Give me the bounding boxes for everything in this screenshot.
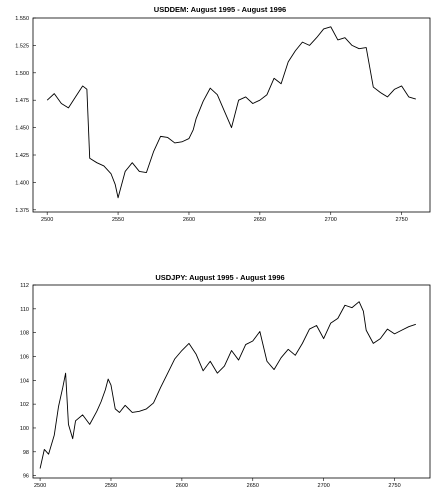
usdjpy-y-tick-label: 106 [20,354,29,360]
usdjpy-series [39,301,416,469]
usdjpy-x-tick-label: 2650 [247,483,259,489]
usddem-x-tick-label: 2700 [325,217,337,223]
usddem-x-axis: 2500 2550 2600 2650 2700 2750 [41,212,408,223]
usddem-y-tick-label: 1.425 [15,153,29,159]
usdjpy-x-tick-label: 2600 [176,483,188,489]
usdjpy-x-tick-label: 2550 [105,483,117,489]
usdjpy-y-tick-label: 98 [23,450,29,456]
usddem-x-tick-label: 2650 [254,217,266,223]
usdjpy-y-tick-label: 102 [20,402,29,408]
usdjpy-x-tick-label: 2500 [34,483,46,489]
usddem-y-tick-label: 1.525 [15,43,29,49]
usdjpy-chart-title: USDJPY: August 1995 - August 1996 [155,273,284,282]
usddem-x-tick-label: 2600 [183,217,195,223]
usdjpy-y-tick-label: 96 [23,474,29,480]
usdjpy-y-tick-label: 104 [20,378,29,384]
usddem-x-tick-label: 2750 [396,217,408,223]
usddem-series-line [46,26,416,199]
usdjpy-series-line [39,301,416,469]
usdjpy-x-axis: 2500 2550 2600 2650 2700 2750 [34,478,401,489]
usddem-y-tick-label: 1.475 [15,98,29,104]
usddem-plot-frame [32,17,431,213]
usddem-chart: USDDEM: August 1995 - August 1996 1.3751… [15,5,431,223]
usdjpy-y-tick-label: 108 [20,331,29,337]
usddem-x-tick-label: 2550 [112,217,124,223]
usddem-y-tick-label: 1.450 [15,126,29,132]
usddem-y-tick-label: 1.375 [15,208,29,214]
usdjpy-y-tick-label: 112 [20,283,29,289]
usddem-chart-title: USDDEM: August 1995 - August 1996 [154,5,286,14]
usdjpy-y-axis: 96 98 100 102 104 106 108 110 112 [20,283,36,480]
usdjpy-y-tick-label: 110 [20,307,29,313]
usdjpy-plot-frame [32,284,431,479]
usdjpy-x-tick-label: 2700 [318,483,330,489]
usddem-x-tick-label: 2500 [41,217,53,223]
usddem-y-tick-label: 1.400 [15,180,29,186]
usdjpy-x-tick-label: 2750 [388,483,400,489]
usdjpy-y-tick-label: 100 [20,426,29,432]
usddem-series [46,26,416,199]
usddem-y-tick-label: 1.550 [15,16,29,22]
usddem-y-axis: 1.375 1.400 1.425 1.450 1.475 1.500 1.525 1.550 [15,16,36,214]
usddem-y-tick-label: 1.500 [15,71,29,77]
usdjpy-chart: USDJPY: August 1995 - August 1996 96 98 10… [20,273,431,489]
